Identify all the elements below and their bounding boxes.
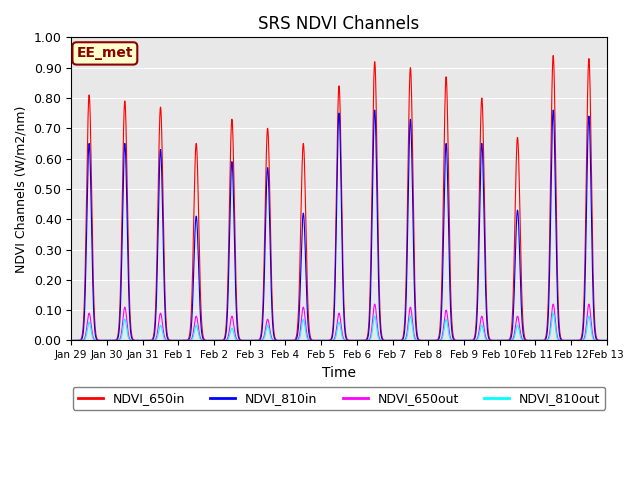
NDVI_650out bbox=[551, 312, 559, 318]
NDVI_810in bbox=[551, 166, 559, 171]
NDVI_810in bbox=[554, 295, 561, 301]
NDVI_650in bbox=[551, 116, 559, 122]
NDVI_810out bbox=[554, 336, 561, 342]
NDVI_650out bbox=[273, 337, 280, 343]
NDVI_650in bbox=[549, 53, 557, 59]
Line: NDVI_650out: NDVI_650out bbox=[71, 304, 607, 340]
NDVI_650in bbox=[603, 337, 611, 343]
NDVI_650in bbox=[554, 272, 561, 277]
NDVI_650out bbox=[403, 333, 410, 339]
Text: EE_met: EE_met bbox=[77, 47, 133, 60]
NDVI_810in bbox=[273, 337, 280, 343]
NDVI_650in bbox=[131, 337, 139, 343]
NDVI_810out bbox=[551, 321, 559, 327]
NDVI_650out bbox=[575, 337, 582, 343]
Line: NDVI_810out: NDVI_810out bbox=[71, 313, 607, 340]
Line: NDVI_650in: NDVI_650in bbox=[71, 56, 607, 340]
NDVI_650out bbox=[131, 337, 139, 343]
X-axis label: Time: Time bbox=[322, 366, 356, 380]
NDVI_810in bbox=[131, 337, 139, 343]
NDVI_810in bbox=[603, 337, 611, 343]
NDVI_650in bbox=[403, 261, 410, 266]
NDVI_810out bbox=[67, 337, 75, 343]
NDVI_810out bbox=[131, 337, 139, 343]
NDVI_650out bbox=[554, 334, 561, 339]
NDVI_810out bbox=[403, 336, 410, 341]
NDVI_810in bbox=[282, 337, 289, 343]
NDVI_810out bbox=[549, 310, 557, 316]
NDVI_650in bbox=[175, 337, 182, 343]
Legend: NDVI_650in, NDVI_810in, NDVI_650out, NDVI_810out: NDVI_650in, NDVI_810in, NDVI_650out, NDV… bbox=[73, 387, 605, 410]
NDVI_810out bbox=[575, 337, 582, 343]
NDVI_650in bbox=[273, 337, 280, 343]
NDVI_650in bbox=[575, 337, 582, 343]
NDVI_810out bbox=[603, 337, 611, 343]
NDVI_810out bbox=[273, 337, 280, 343]
Line: NDVI_810in: NDVI_810in bbox=[71, 110, 607, 340]
Title: SRS NDVI Channels: SRS NDVI Channels bbox=[259, 15, 420, 33]
NDVI_650out bbox=[67, 337, 75, 343]
NDVI_650out bbox=[246, 337, 253, 343]
NDVI_650in bbox=[67, 337, 75, 343]
Y-axis label: NDVI Channels (W/m2/nm): NDVI Channels (W/m2/nm) bbox=[15, 105, 28, 273]
NDVI_810in bbox=[549, 107, 557, 113]
NDVI_810in bbox=[403, 287, 410, 292]
NDVI_810in bbox=[575, 337, 582, 343]
NDVI_810in bbox=[67, 337, 75, 343]
NDVI_650out bbox=[603, 337, 611, 343]
NDVI_810out bbox=[211, 337, 218, 343]
NDVI_650out bbox=[585, 301, 593, 307]
